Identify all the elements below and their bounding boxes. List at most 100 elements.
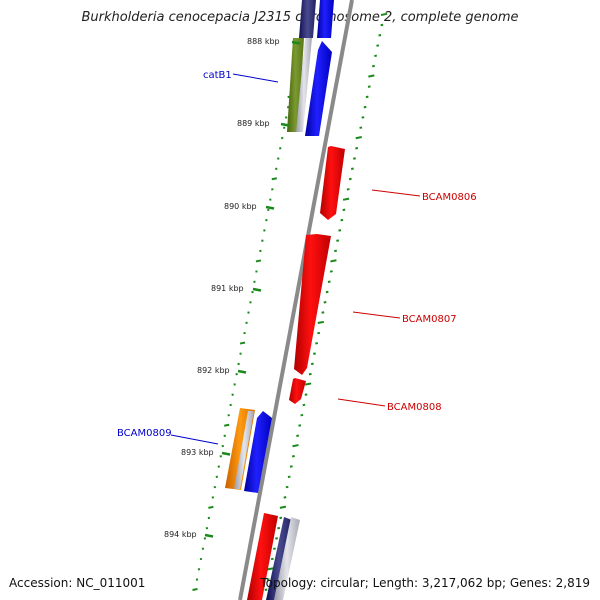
gc-dash <box>272 547 276 550</box>
gene-arrow-top-navy <box>299 0 316 38</box>
gc-dash <box>367 85 371 88</box>
gene-BCAM0809 <box>225 408 272 493</box>
kbp-ticks <box>204 40 301 538</box>
gc-dash <box>346 188 350 191</box>
gc-dash <box>348 177 352 181</box>
gene-label-BCAM0808: BCAM0808 <box>387 402 442 413</box>
gene-arrow-BCAM0806 <box>320 146 345 220</box>
gc-dash <box>289 465 293 468</box>
gc-dash <box>304 382 312 386</box>
gc-dash <box>363 105 367 109</box>
gc-dash <box>270 557 274 561</box>
gene-cluster-top <box>299 0 334 38</box>
gc-dash <box>359 126 363 129</box>
leader-BCAM0809 <box>170 434 219 445</box>
gc-dash <box>361 116 365 119</box>
gene-label-leaders <box>170 73 421 445</box>
gc-dash <box>350 167 354 170</box>
kbp-tick <box>252 287 262 292</box>
gc-dash <box>321 311 325 314</box>
gc-dash <box>271 177 277 181</box>
gc-dash <box>325 290 329 294</box>
gc-dash <box>279 505 287 509</box>
gc-dash <box>313 352 316 355</box>
gc-dash <box>296 434 300 437</box>
leader-catB1 <box>232 73 279 83</box>
gc-dash <box>368 74 375 78</box>
genome-backbone <box>238 0 354 600</box>
gc-dash <box>340 218 344 222</box>
gc-dash <box>239 341 246 345</box>
gene-label-BCAM0809: BCAM0809 <box>117 428 172 439</box>
gc-dash <box>323 301 327 304</box>
gc-dash <box>291 455 295 458</box>
kbp-label-892: 892 kbp <box>197 366 230 375</box>
gc-dash <box>380 23 384 27</box>
gene-arrow-BCAM0808 <box>289 378 306 404</box>
genome-summary-label: Topology: circular; Length: 3,217,062 bp… <box>260 576 590 590</box>
gc-dash <box>330 259 337 263</box>
kbp-tick <box>291 40 301 45</box>
gc-dash <box>365 95 369 99</box>
gc-dash <box>275 537 278 540</box>
gc-dash <box>300 413 304 417</box>
gene-cluster-bottom <box>247 513 300 600</box>
leader-BCAM0808 <box>337 398 386 407</box>
gene-label-catB1: catB1 <box>203 70 232 81</box>
gc-dash <box>378 34 382 37</box>
gc-dash <box>298 424 302 427</box>
kbp-tick <box>221 451 231 456</box>
gc-dash <box>310 362 314 366</box>
gene-catB1 <box>287 38 332 136</box>
gc-dash <box>255 259 262 263</box>
kbp-tick <box>204 533 214 538</box>
gc-dash <box>292 444 299 448</box>
gene-arrow-top-blue <box>317 0 334 38</box>
gc-dash <box>304 393 308 396</box>
kbp-label-889: 889 kbp <box>237 119 270 128</box>
gc-dash <box>336 239 340 242</box>
kbp-tick <box>280 122 290 127</box>
gc-dash <box>287 475 291 479</box>
kbp-tick <box>265 205 275 210</box>
gc-content-track-right <box>264 12 388 591</box>
gc-dash <box>342 208 346 212</box>
gc-dash <box>376 44 380 47</box>
gene-label-BCAM0807: BCAM0807 <box>402 314 457 325</box>
gc-dash <box>277 526 281 530</box>
kbp-label-894: 894 kbp <box>164 530 197 539</box>
gc-dash <box>329 270 333 273</box>
gc-dash <box>355 136 362 140</box>
gc-dash <box>338 229 342 232</box>
gene-arrow-bottom-red <box>247 513 278 600</box>
gene-arrow-catB1 <box>287 38 304 132</box>
gene-arrow-catB1-grey <box>296 38 312 132</box>
gc-dash <box>285 485 289 489</box>
gc-dash <box>267 567 274 571</box>
gc-dash <box>308 372 312 376</box>
map-title: Burkholderia cenocepacia J2315 chromosom… <box>81 10 519 25</box>
gene-arrow-catB1-blue <box>305 41 332 136</box>
gene-label-BCAM0806: BCAM0806 <box>422 192 477 203</box>
kbp-label-890: 890 kbp <box>224 202 257 211</box>
gene-arrow-BCAM0809-grey <box>234 411 254 489</box>
gene-arrow-bottom-navy <box>266 517 292 600</box>
gc-dash <box>208 505 214 509</box>
gc-dash <box>266 578 270 581</box>
gc-dash <box>380 12 388 16</box>
gc-dash <box>342 197 350 201</box>
gene-arrow-BCAM0807 <box>294 234 331 375</box>
gc-dash <box>317 320 324 325</box>
gc-dash <box>355 147 359 150</box>
gc-dash <box>372 64 375 68</box>
gc-dash <box>374 54 378 58</box>
gc-dash <box>192 588 198 591</box>
kbp-label-888: 888 kbp <box>247 37 280 46</box>
gc-dash <box>279 516 283 520</box>
gc-dash <box>334 249 337 253</box>
kbp-tick <box>237 369 247 374</box>
gc-dash <box>353 157 356 160</box>
gc-dash <box>327 280 331 283</box>
